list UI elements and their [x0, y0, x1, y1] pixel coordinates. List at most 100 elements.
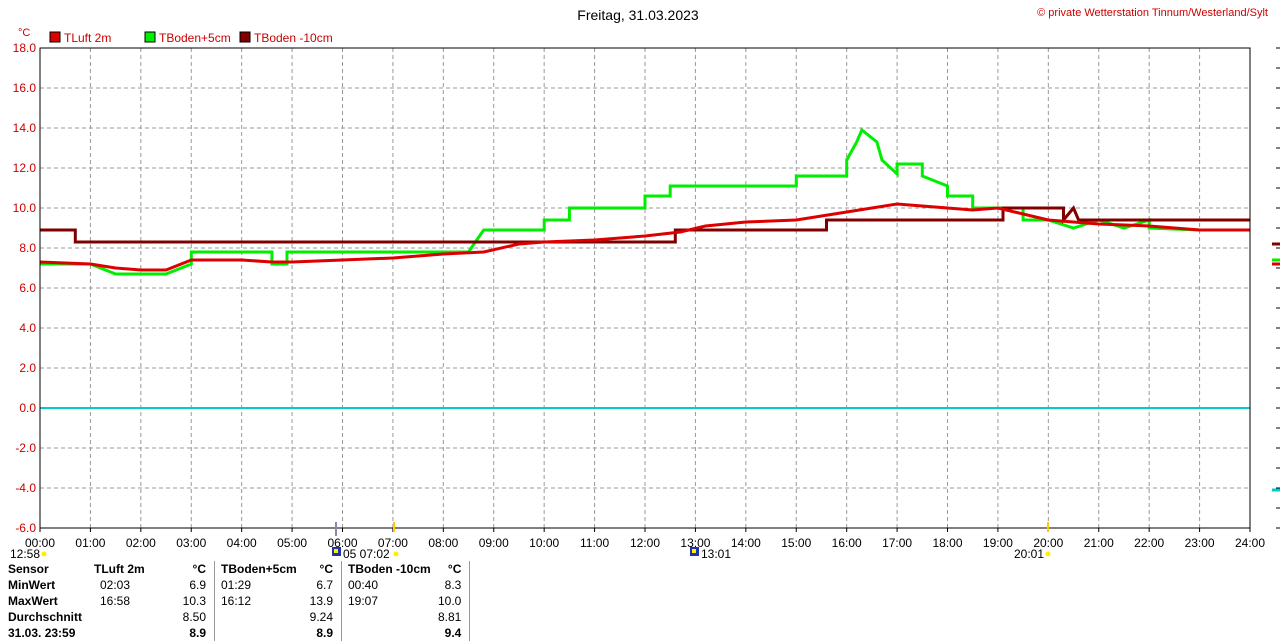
- stats-header-sensor: Sensor: [8, 562, 49, 576]
- stats-header-s1: TLuft 2m: [94, 562, 145, 576]
- series-line-tluft: [39, 202, 1250, 272]
- stats-header-unit3: °C: [438, 561, 471, 577]
- stats-cell: 9.24: [305, 609, 342, 625]
- legend-label-tboden5: TBoden+5cm: [159, 31, 231, 45]
- x-tick-label: 01:00: [75, 536, 105, 550]
- y-tick-label: 14.0: [13, 121, 37, 135]
- x-tick-label: 05:00: [277, 536, 307, 550]
- stats-cell: [342, 625, 439, 641]
- x-tick-label: 14:00: [731, 536, 761, 550]
- y-tick-label: 10.0: [13, 201, 37, 215]
- stats-cell: [94, 625, 174, 641]
- x-tick-label: 06:00: [327, 536, 357, 550]
- table-row: MaxWert 16:58 10.3 16:12 13.9 19:07 10.0: [0, 593, 471, 609]
- x-tick-label: 07:00: [378, 536, 408, 550]
- stats-cell: 10.0: [438, 593, 471, 609]
- stats-cell: 8.50: [174, 609, 215, 625]
- moonrise-tick: [335, 522, 337, 536]
- stats-cell: 16:12: [221, 594, 252, 608]
- stats-header-unit2: °C: [305, 561, 342, 577]
- sunrise-marker-icon: [393, 551, 399, 557]
- moon-marker-inner-icon: [334, 549, 338, 553]
- x-tick-label: 16:00: [832, 536, 862, 550]
- copyright-note: © private Wetterstation Tinnum/Westerlan…: [1037, 7, 1268, 19]
- legend-swatch-tboden10: [239, 31, 251, 43]
- legend: TLuft 2m TBoden+5cm TBoden -10cm: [49, 31, 333, 45]
- x-tick-label: 11:00: [580, 536, 609, 550]
- event-markers: 12:58 05 07:02 13:01 20:01: [10, 522, 1051, 560]
- table-row: Durchschnitt 8.50 9.24 8.81: [0, 609, 471, 625]
- stats-cell: 8.3: [438, 577, 471, 593]
- x-tick-label: 10:00: [529, 536, 559, 550]
- series-line-tboden10: [40, 205, 1250, 244]
- x-tick-label: 00:00: [25, 536, 55, 550]
- stats-row-label: Durchschnitt: [8, 610, 83, 624]
- x-tick-label: 15:00: [781, 536, 811, 550]
- x-tick-label: 19:00: [983, 536, 1013, 550]
- x-axis-ticks: 00:00 01:00 02:00 03:00 04:00 05:00 06:00 07:00…: [25, 528, 1265, 550]
- sunset-tick: [1047, 522, 1049, 532]
- y-tick-label: 6.0: [19, 281, 36, 295]
- stats-cell: 19:07: [348, 594, 379, 608]
- x-tick-label: 04:00: [227, 536, 257, 550]
- x-tick-label: 09:00: [479, 536, 509, 550]
- marker-third-label: 13:01: [701, 547, 731, 560]
- stats-row-label: MinWert: [8, 578, 56, 592]
- stats-cell: 01:29: [221, 578, 252, 592]
- marker-fourth-label: 20:01: [1014, 547, 1044, 560]
- y-tick-label: -2.0: [15, 441, 36, 455]
- stats-header-s3: TBoden -10cm: [348, 562, 431, 576]
- y-tick-label: -6.0: [15, 521, 36, 535]
- y-tick-label: -4.0: [15, 481, 36, 495]
- table-row: MinWert 02:03 6.9 01:29 6.7 00:40 8.3: [0, 577, 471, 593]
- stats-header-row: Sensor TLuft 2m °C TBoden+5cm °C TBoden …: [0, 561, 471, 577]
- stats-cell: 9.4: [438, 625, 471, 641]
- stats-header-s2: TBoden+5cm: [221, 562, 297, 576]
- stats-cell: 10.3: [174, 593, 215, 609]
- stats-cell: [215, 625, 306, 641]
- y-tick-label: 0.0: [19, 401, 36, 415]
- marker-first-label: 12:58: [10, 547, 40, 560]
- moon-set-inner-icon: [692, 549, 696, 553]
- sun-marker-icon: [41, 551, 47, 557]
- stats-row-label: 31.03. 23:59: [8, 626, 76, 640]
- table-row: 31.03. 23:59 8.9 8.9 9.4: [0, 625, 471, 641]
- x-tick-label: 17:00: [882, 536, 912, 550]
- y-tick-label: 2.0: [19, 361, 36, 375]
- sunset-marker-icon: [1045, 551, 1051, 557]
- y-axis-ticks: 18.0 16.0 14.0 12.0 10.0 8.0 6.0 4.0 2.0 0.0 -2.0 -…: [13, 41, 37, 535]
- stats-table: Sensor TLuft 2m °C TBoden+5cm °C TBoden …: [0, 561, 471, 641]
- x-tick-label: 24:00: [1235, 536, 1265, 550]
- legend-swatch-tboden5: [144, 31, 156, 43]
- plot-frame: [39, 47, 1251, 529]
- legend-swatch-tluft: [49, 31, 61, 43]
- y-tick-label: 12.0: [13, 161, 37, 175]
- sunrise-tick: [393, 522, 395, 532]
- y-tick-label: 4.0: [19, 321, 36, 335]
- stats-cell: [342, 609, 439, 625]
- chart-title: Freitag, 31.03.2023: [577, 7, 699, 23]
- stats-cell: 6.9: [174, 577, 215, 593]
- y-tick-label: 8.0: [19, 241, 36, 255]
- x-tick-label: 13:00: [680, 536, 710, 550]
- series-lines: [39, 127, 1250, 276]
- stats-row-label: MaxWert: [8, 594, 58, 608]
- temperature-chart: Freitag, 31.03.2023 © private Wetterstat…: [10, 7, 1280, 560]
- x-tick-label: 23:00: [1185, 536, 1215, 550]
- legend-label-tboden10: TBoden -10cm: [254, 31, 333, 45]
- x-tick-label: 12:00: [630, 536, 660, 550]
- y-tick-label: 18.0: [13, 41, 37, 55]
- marker-second-label: 05 07:02: [343, 547, 390, 560]
- x-tick-label: 21:00: [1084, 536, 1114, 550]
- x-tick-label: 02:00: [126, 536, 156, 550]
- plot-grid: [39, 47, 1251, 529]
- right-edge-markers: [1272, 47, 1280, 529]
- series-line-tboden5: [40, 127, 1250, 276]
- stats-cell: 8.9: [174, 625, 215, 641]
- legend-label-tluft: TLuft 2m: [64, 31, 111, 45]
- stats-header-unit1: °C: [174, 561, 215, 577]
- stats-cell: [94, 609, 174, 625]
- stats-cell: 16:58: [100, 594, 131, 608]
- stats-cell: 8.81: [438, 609, 471, 625]
- x-tick-label: 22:00: [1134, 536, 1164, 550]
